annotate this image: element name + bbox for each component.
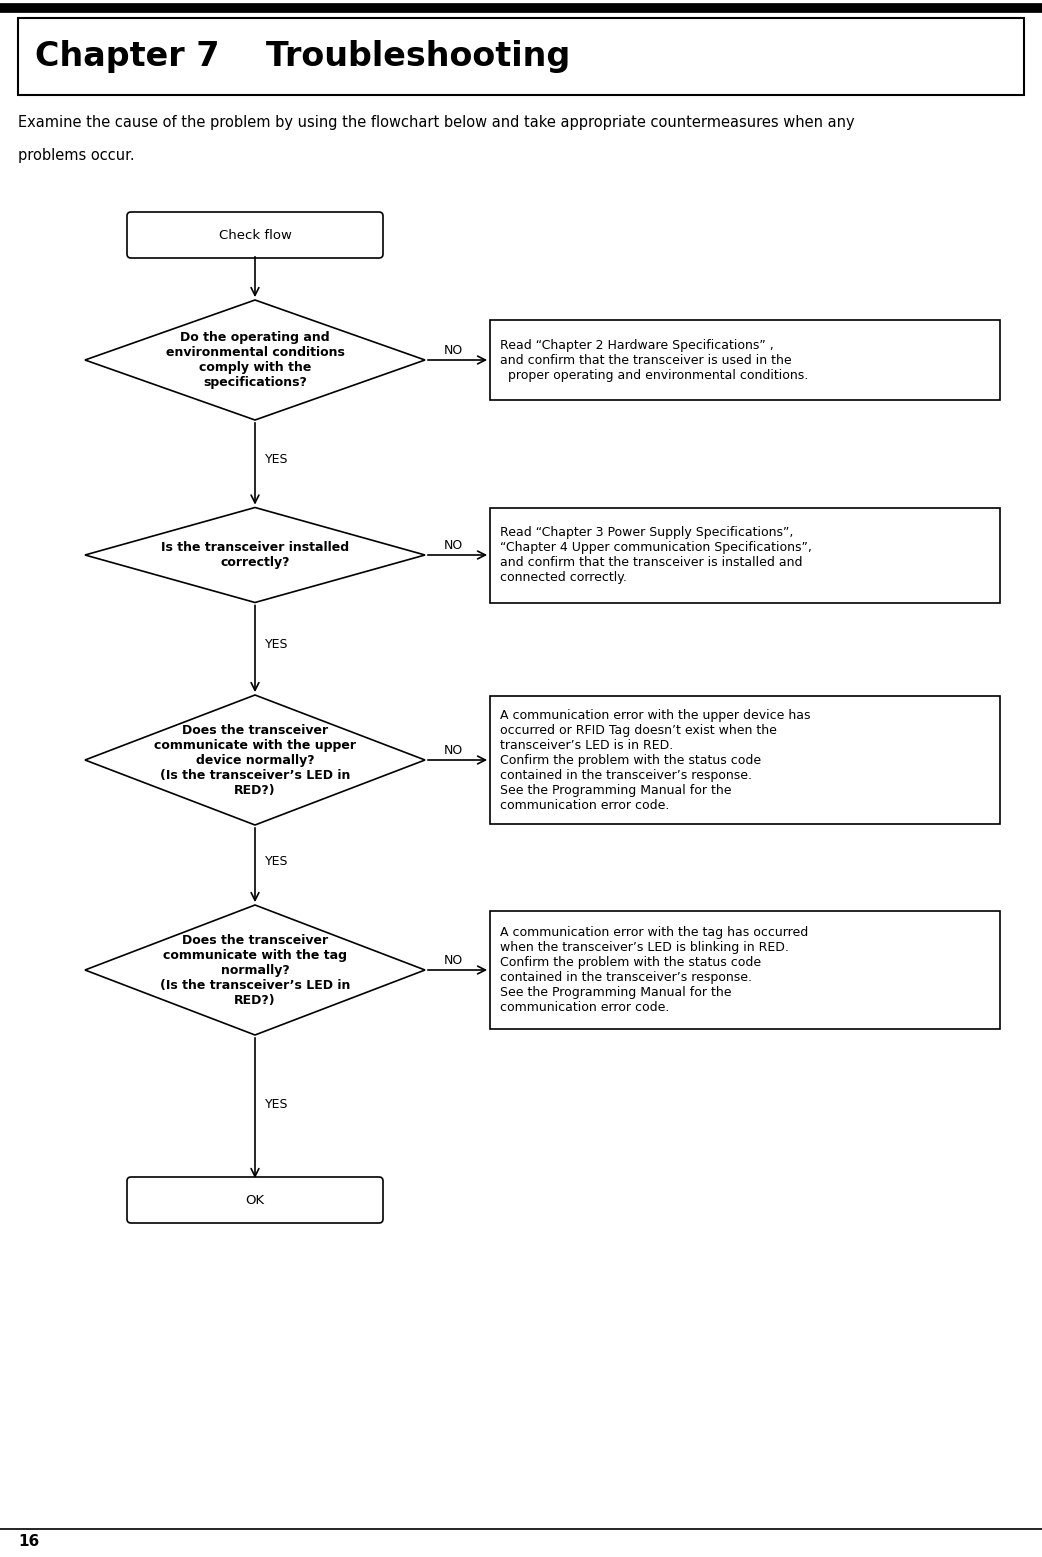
Text: Read “Chapter 3 Power Supply Specifications”,
“Chapter 4 Upper communication Spe: Read “Chapter 3 Power Supply Specificati… <box>500 526 812 584</box>
FancyBboxPatch shape <box>127 1177 383 1222</box>
Polygon shape <box>85 301 425 420</box>
Bar <box>490 321 1000 400</box>
Text: YES: YES <box>266 453 289 466</box>
Text: Do the operating and
environmental conditions
comply with the
specifications?: Do the operating and environmental condi… <box>166 332 345 389</box>
Bar <box>18 19 1024 95</box>
Bar <box>490 911 1000 1029</box>
Text: A communication error with the upper device has
occurred or RFID Tag doesn’t exi: A communication error with the upper dev… <box>500 708 811 811</box>
Text: A communication error with the tag has occurred
when the transceiver’s LED is bl: A communication error with the tag has o… <box>500 926 809 1014</box>
Bar <box>490 508 1000 603</box>
Text: Examine the cause of the problem by using the flowchart below and take appropria: Examine the cause of the problem by usin… <box>18 115 854 129</box>
Text: Check flow: Check flow <box>219 229 292 241</box>
Polygon shape <box>85 508 425 603</box>
Bar <box>490 696 1000 824</box>
Text: OK: OK <box>246 1194 265 1207</box>
Text: NO: NO <box>444 953 463 967</box>
Text: Chapter 7    Troubleshooting: Chapter 7 Troubleshooting <box>35 40 570 73</box>
Polygon shape <box>85 694 425 825</box>
FancyBboxPatch shape <box>127 212 383 258</box>
Text: YES: YES <box>266 1098 289 1110</box>
Text: Does the transceiver
communicate with the upper
device normally?
(Is the transce: Does the transceiver communicate with th… <box>154 724 356 797</box>
Text: Is the transceiver installed
correctly?: Is the transceiver installed correctly? <box>160 540 349 568</box>
Text: NO: NO <box>444 344 463 357</box>
Text: 16: 16 <box>18 1535 40 1549</box>
Text: NO: NO <box>444 744 463 757</box>
Text: YES: YES <box>266 855 289 867</box>
Text: YES: YES <box>266 638 289 651</box>
Text: Does the transceiver
communicate with the tag
normally?
(Is the transceiver’s LE: Does the transceiver communicate with th… <box>159 934 350 1006</box>
Polygon shape <box>85 905 425 1035</box>
Text: problems occur.: problems occur. <box>18 148 134 163</box>
Text: Read “Chapter 2 Hardware Specifications” ,
and confirm that the transceiver is u: Read “Chapter 2 Hardware Specifications”… <box>500 338 809 381</box>
Text: NO: NO <box>444 539 463 551</box>
